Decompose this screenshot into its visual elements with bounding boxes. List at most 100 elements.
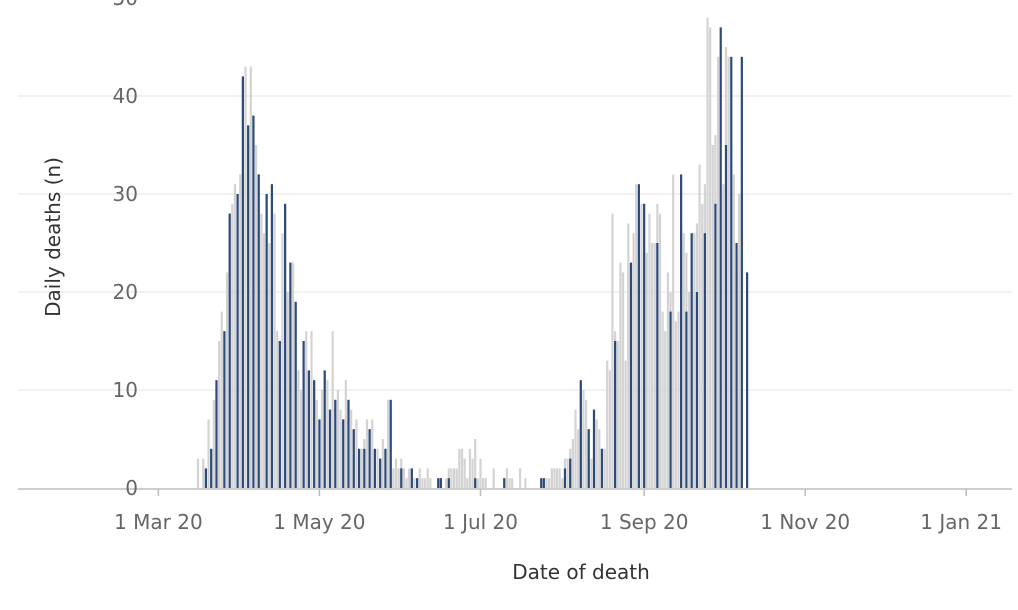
- highlight-bar-day-71: [384, 448, 387, 488]
- bar-day-181: [674, 321, 677, 488]
- bar-day-161: [621, 272, 625, 488]
- bar-day-122: [518, 468, 522, 488]
- highlight-bar-day-31: [278, 341, 281, 488]
- x-tick-label-5: 1 Jan 21: [920, 510, 1002, 534]
- bar-day-94: [445, 478, 448, 488]
- highlight-bar-day-17: [241, 76, 244, 489]
- bar-day-172: [650, 243, 654, 488]
- bar-day-160: [619, 262, 622, 488]
- highlight-bar-day-35: [289, 262, 292, 488]
- bar-day-205: [738, 194, 741, 488]
- bar-day-97: [452, 468, 456, 488]
- bar-day-106: [476, 478, 479, 488]
- bar-day-80: [408, 468, 411, 488]
- bar-day-177: [664, 331, 667, 488]
- bar-day-118: [508, 478, 511, 488]
- highlight-bar-day-139: [563, 468, 567, 488]
- bar-day-78: [402, 468, 406, 488]
- bar-day-117: [505, 468, 508, 488]
- bar-day-0: [196, 458, 200, 488]
- bar-day-165: [632, 233, 635, 488]
- highlight-bar-day-28: [270, 184, 274, 488]
- highlight-bar-day-158: [614, 341, 617, 488]
- x-tick-label-3: 1 Sep 20: [600, 510, 689, 534]
- bar-day-107: [479, 458, 482, 488]
- bar-day-72: [386, 399, 390, 488]
- bar-day-99: [458, 448, 461, 488]
- bar-day-16: [239, 174, 242, 488]
- highlight-bar-day-48: [323, 370, 326, 488]
- highlight-bar-day-65: [368, 429, 371, 488]
- bar-day-154: [603, 448, 606, 488]
- highlight-bar-day-105: [474, 478, 477, 488]
- bar-day-140: [566, 458, 569, 488]
- highlight-bar-day-189: [695, 292, 699, 488]
- bar-day-138: [561, 478, 564, 488]
- bar-day-142: [571, 439, 574, 488]
- bar-day-199: [722, 184, 725, 488]
- bar-day-22: [254, 145, 258, 488]
- highlight-bar-day-59: [352, 429, 355, 488]
- bar-day-103: [468, 448, 472, 488]
- bar-day-54: [339, 409, 342, 488]
- bar-day-49: [326, 380, 329, 488]
- highlight-bar-day-150: [592, 409, 596, 488]
- bar-day-39: [299, 390, 303, 488]
- bar-day-25: [262, 233, 266, 488]
- highlight-bar-day-174: [656, 243, 659, 488]
- bar-day-136: [555, 468, 559, 488]
- highlight-bar-day-55: [342, 419, 345, 488]
- bar-day-88: [429, 478, 432, 488]
- highlight-bar-day-206: [740, 56, 743, 489]
- bar-day-195: [711, 145, 714, 488]
- highlight-bar-day-145: [579, 380, 582, 488]
- highlight-bar-day-200: [724, 145, 728, 488]
- bar-day-64: [365, 419, 369, 488]
- highlight-bar-day-50: [328, 409, 332, 488]
- bar-day-170: [645, 252, 648, 488]
- x-tick-label-2: 1 Jul 20: [443, 510, 518, 534]
- highlight-bar-day-198: [719, 27, 722, 489]
- x-tick-label-4: 1 Nov 20: [760, 510, 850, 534]
- highlight-bar-day-40: [302, 341, 305, 488]
- bar-day-162: [624, 360, 627, 488]
- highlight-bar-day-46: [318, 419, 321, 488]
- bar-day-18: [244, 66, 247, 488]
- bar-day-151: [595, 419, 598, 488]
- x-axis-title: Date of death: [512, 560, 650, 584]
- y-tick-label-40: 40: [113, 84, 138, 108]
- highlight-bar-day-10: [223, 331, 226, 488]
- highlight-bar-day-187: [690, 233, 693, 488]
- highlight-bar-day-208: [746, 272, 749, 488]
- bar-day-70: [381, 439, 384, 488]
- highlight-bar-day-196: [714, 203, 717, 489]
- bar-day-68: [376, 448, 379, 488]
- bar-day-132: [545, 478, 548, 488]
- bar-day-41: [305, 331, 308, 488]
- highlight-bar-day-130: [540, 478, 543, 488]
- bar-day-47: [320, 390, 324, 488]
- x-tick-label-1: 1 May 20: [273, 510, 365, 534]
- bar-day-168: [640, 203, 643, 489]
- bar-day-159: [616, 341, 619, 488]
- bar-day-82: [413, 478, 416, 488]
- bar-day-146: [582, 390, 585, 488]
- bar-day-201: [727, 56, 730, 489]
- bar-day-87: [426, 468, 429, 488]
- bar-day-53: [336, 390, 340, 488]
- bar-day-34: [286, 292, 289, 488]
- bar-day-166: [635, 184, 638, 488]
- x-axis-ticks: 1 Mar 20 1 May 20 1 Jul 20 1 Sep 20 1 Nov 20…: [114, 489, 1002, 534]
- bar-day-14: [233, 184, 237, 488]
- x-tick-label-0: 1 Mar 20: [114, 510, 203, 534]
- bar-day-96: [450, 468, 453, 488]
- highlight-bar-day-57: [347, 399, 350, 488]
- bar-day-186: [687, 292, 691, 488]
- y-tick-label-20: 20: [113, 280, 138, 304]
- bar-day-30: [276, 331, 279, 488]
- highlight-bar-day-92: [439, 478, 442, 488]
- bar-day-176: [661, 311, 664, 488]
- bar-day-152: [598, 429, 601, 488]
- bar-day-203: [732, 174, 736, 488]
- highlight-bar-day-192: [703, 233, 706, 488]
